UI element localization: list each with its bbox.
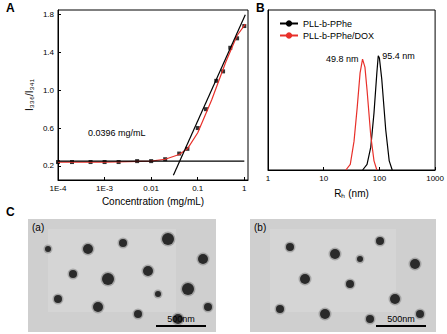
svg-text:1E-4: 1E-4 — [50, 184, 67, 193]
svg-text:B: B — [256, 1, 265, 15]
svg-text:1: 1 — [266, 174, 271, 183]
svg-text:Rₕ (nm): Rₕ (nm) — [334, 188, 369, 199]
svg-text:10: 10 — [319, 174, 328, 183]
svg-text:1.0: 1.0 — [43, 86, 55, 95]
svg-text:Concentration (mg/mL): Concentration (mg/mL) — [102, 196, 204, 207]
svg-text:0.01: 0.01 — [143, 184, 159, 193]
svg-text:A: A — [6, 1, 15, 15]
svg-text:49.8 nm: 49.8 nm — [326, 54, 359, 64]
svg-text:I₃₃₆/I₃₄₁: I₃₃₆/I₃₄₁ — [24, 78, 35, 111]
svg-text:95.4 nm: 95.4 nm — [382, 51, 415, 61]
svg-text:500nm: 500nm — [167, 314, 195, 324]
svg-text:1.8: 1.8 — [43, 10, 55, 19]
svg-text:1E-3: 1E-3 — [96, 184, 113, 193]
svg-text:0.1: 0.1 — [192, 184, 204, 193]
svg-text:100: 100 — [373, 174, 387, 183]
svg-text:(b): (b) — [254, 222, 266, 233]
svg-text:PLL-b-PPhe/DOX: PLL-b-PPhe/DOX — [303, 31, 374, 41]
svg-text:1.4: 1.4 — [43, 48, 55, 57]
svg-text:0.2: 0.2 — [43, 161, 55, 170]
svg-text:(a): (a) — [32, 222, 44, 233]
svg-text:PLL-b-PPhe: PLL-b-PPhe — [303, 19, 352, 29]
svg-text:0.0396 mg/mL: 0.0396 mg/mL — [88, 128, 146, 138]
svg-text:1: 1 — [242, 184, 247, 193]
svg-text:1000: 1000 — [426, 174, 444, 183]
svg-text:500nm: 500nm — [387, 314, 415, 324]
svg-text:0.6: 0.6 — [43, 124, 55, 133]
svg-text:C: C — [6, 205, 15, 219]
